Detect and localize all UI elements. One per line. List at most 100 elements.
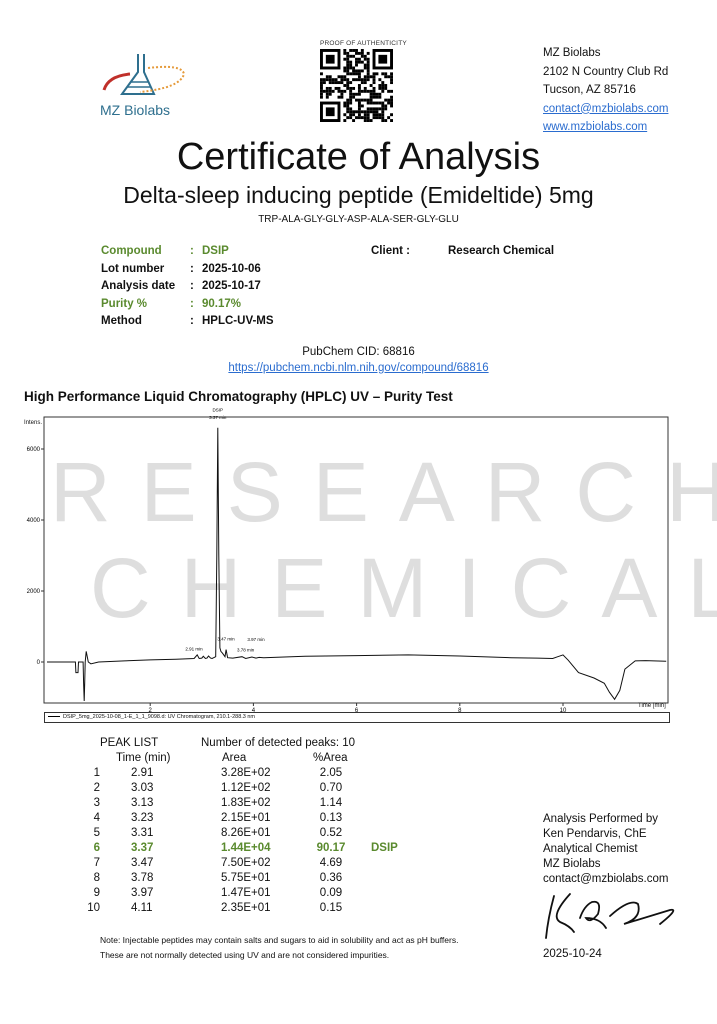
peak-time: 3.37 xyxy=(131,842,154,854)
qr-code-icon[interactable] xyxy=(320,49,393,122)
peak-pct-area: 4.69 xyxy=(319,857,343,869)
peak-area: 2.35E+01 xyxy=(221,902,271,914)
peak-number: 3 xyxy=(93,797,100,809)
info-value: DSIP xyxy=(202,245,229,257)
performed-line: Analysis Performed by xyxy=(543,813,659,825)
y-tick-label: 6000 xyxy=(27,447,41,453)
note-line-1: Note: Injectable peptides may contain sa… xyxy=(100,935,459,945)
peak-number: 10 xyxy=(87,902,100,914)
peak-pct-area: 0.52 xyxy=(319,827,343,839)
info-separator: : xyxy=(190,297,194,310)
signature-icon xyxy=(545,893,675,939)
analysis-performed-block: Analysis Performed by Ken Pendarvis, ChE… xyxy=(543,812,668,887)
peak-time: 3.13 xyxy=(131,797,154,809)
peak-number: 7 xyxy=(93,857,100,869)
peak-time: 3.23 xyxy=(131,812,154,824)
y-tick-label: 4000 xyxy=(27,518,41,524)
peak-label: 3.97 min xyxy=(247,637,265,642)
signature-date: 2025-10-24 xyxy=(543,948,602,960)
y-tick-label: 2000 xyxy=(27,589,41,595)
peak-pct-area: 2.05 xyxy=(319,767,343,779)
address-company: MZ Biolabs xyxy=(543,47,601,59)
peak-label: DSIP xyxy=(213,408,224,413)
peak-label: 3.47 min xyxy=(217,637,235,642)
section-title: High Performance Liquid Chromatography (… xyxy=(24,389,453,404)
info-separator: : xyxy=(190,280,194,292)
email-link[interactable]: contact@mzbiolabs.com xyxy=(543,102,669,115)
client-value: Research Chemical xyxy=(448,245,555,257)
performed-line: Ken Pendarvis, ChE xyxy=(543,828,647,840)
peak-number: 5 xyxy=(93,827,100,839)
header-pct-area: %Area xyxy=(313,752,348,764)
info-separator: : xyxy=(190,262,194,275)
peak-area: 2.15E+01 xyxy=(221,812,271,824)
peak-area: 8.26E+01 xyxy=(221,827,271,839)
info-value: 90.17% xyxy=(202,297,242,310)
x-axis-label: Time [min] xyxy=(638,703,666,709)
info-label: Purity % xyxy=(101,297,148,310)
plot-frame xyxy=(43,416,669,704)
website-link[interactable]: www.mzbiolabs.com xyxy=(543,121,648,133)
info-separator: : xyxy=(190,245,194,257)
peak-area: 7.50E+02 xyxy=(221,857,271,869)
peak-area: 5.75E+01 xyxy=(221,872,271,884)
peak-pct-area: 1.14 xyxy=(319,797,343,809)
peak-time: 3.78 xyxy=(131,872,154,884)
address-city: Tucson, AZ 85716 xyxy=(543,84,636,96)
peak-area: 1.44E+04 xyxy=(221,842,271,854)
legend-text: DSIP_5mg_2025-10-08_1-E_1_1_9098.d: UV C… xyxy=(63,714,256,720)
performed-line: contact@mzbiolabs.com xyxy=(543,873,669,885)
peak-time: 3.97 xyxy=(131,887,154,899)
peak-time: 3.31 xyxy=(131,827,154,839)
info-label: Method xyxy=(101,315,142,327)
peak-pct-area: 90.17 xyxy=(316,842,346,854)
address-block: MZ Biolabs 2102 N Country Club Rd Tucson… xyxy=(543,44,668,137)
client-label: Client : xyxy=(371,245,410,257)
pubchem-cid: PubChem CID: 68816 xyxy=(302,346,415,358)
chromatogram-trace xyxy=(47,427,667,702)
peak-time: 4.11 xyxy=(131,902,153,914)
x-tick-label: 6 xyxy=(355,708,359,714)
x-tick-label: 2 xyxy=(149,708,153,714)
peak-number: 6 xyxy=(93,842,100,854)
performed-line: MZ Biolabs xyxy=(543,858,601,870)
peak-number: 9 xyxy=(93,887,100,899)
peak-label: 2.91 min xyxy=(185,646,203,651)
pubchem-link[interactable]: https://pubchem.ncbi.nlm.nih.gov/compoun… xyxy=(228,362,489,374)
watermark-line2: CHEMICAL xyxy=(90,541,717,635)
peak-number: 4 xyxy=(93,812,100,824)
peak-area: 1.12E+02 xyxy=(221,782,271,794)
peak-area: 1.83E+02 xyxy=(221,797,271,809)
info-label: Analysis date xyxy=(101,280,176,292)
page-title: Certificate of Analysis xyxy=(176,136,541,178)
peak-number: 2 xyxy=(93,782,100,794)
y-tick-label: 0 xyxy=(37,660,41,666)
peak-list-title: PEAK LIST xyxy=(100,737,159,749)
peak-time: 3.03 xyxy=(131,782,154,794)
x-tick-label: 4 xyxy=(252,708,256,714)
peak-area: 1.47E+01 xyxy=(221,887,271,899)
peak-pct-area: 0.13 xyxy=(319,812,343,824)
peak-number: 1 xyxy=(93,767,100,779)
peak-number: 8 xyxy=(93,872,100,884)
mz-biolabs-logo-icon xyxy=(102,54,185,95)
watermark-line1: RESEARCH xyxy=(50,445,717,539)
address-street: 2102 N Country Club Rd xyxy=(543,65,669,78)
peak-pct-area: 0.15 xyxy=(319,902,343,914)
peak-pct-area: 0.70 xyxy=(319,782,343,794)
qr-label: PROOF OF AUTHENTICITY xyxy=(320,40,407,47)
hplc-chromatogram: 2 4 6 8 10 0 2000 4000 6000 DSIP 3.37 min 3.47 min 2… xyxy=(27,408,669,714)
x-tick-label: 8 xyxy=(458,708,462,714)
peak-label: 3.78 min xyxy=(237,648,255,653)
page-subtitle: Delta-sleep inducing peptide (Emideltide… xyxy=(123,182,594,208)
legend-line-icon xyxy=(48,716,60,718)
peak-time: 2.91 xyxy=(131,767,154,779)
info-separator: : xyxy=(190,315,194,327)
peak-label: 3.37 min xyxy=(209,415,227,420)
logo-text: MZ Biolabs xyxy=(100,102,171,118)
info-value: HPLC-UV-MS xyxy=(202,315,274,327)
header-area: Area xyxy=(222,752,247,764)
note-line-2: These are not normally detected using UV… xyxy=(100,950,390,960)
peak-pct-area: 0.36 xyxy=(319,872,343,884)
